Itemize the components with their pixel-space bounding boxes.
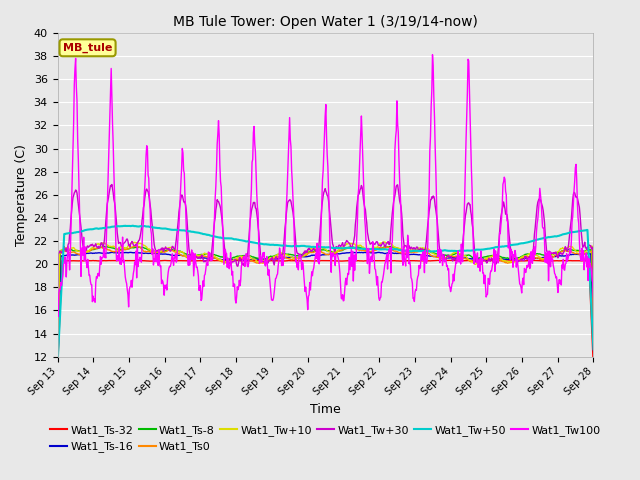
Wat1_Tw+10 xyxy=(380,239,387,245)
Wat1_Ts-16 xyxy=(396,251,403,256)
Line: Wat1_Tw+10: Wat1_Tw+10 xyxy=(58,242,593,374)
Line: Wat1_Ts0: Wat1_Ts0 xyxy=(58,246,593,375)
Wat1_Tw+50 xyxy=(516,241,524,247)
Line: Wat1_Tw100: Wat1_Tw100 xyxy=(58,55,593,316)
Wat1_Tw100 xyxy=(365,270,373,276)
Wat1_Tw+10 xyxy=(54,371,61,377)
Wat1_Tw+30 xyxy=(380,240,387,245)
Wat1_Tw+30 xyxy=(365,238,373,244)
Wat1_Tw+50 xyxy=(365,246,373,252)
Wat1_Ts0 xyxy=(365,249,373,255)
Line: Wat1_Tw+50: Wat1_Tw+50 xyxy=(58,226,593,365)
Line: Wat1_Ts-8: Wat1_Ts-8 xyxy=(58,247,593,373)
Line: Wat1_Ts-16: Wat1_Ts-16 xyxy=(58,252,593,376)
Wat1_Ts-32 xyxy=(395,258,403,264)
Wat1_Ts0 xyxy=(589,329,597,335)
Wat1_Ts-32 xyxy=(516,258,524,264)
Wat1_Tw+50 xyxy=(589,347,597,352)
Wat1_Tw+50 xyxy=(129,223,136,228)
Wat1_Tw100 xyxy=(380,272,387,277)
Wat1_Ts-32 xyxy=(54,367,61,373)
Wat1_Ts-8 xyxy=(86,248,94,253)
Wat1_Tw+10 xyxy=(516,256,524,262)
Wat1_Ts-8 xyxy=(379,245,387,251)
Wat1_Tw+50 xyxy=(461,248,468,253)
Wat1_Ts-32 xyxy=(86,258,94,264)
Wat1_Tw+50 xyxy=(86,227,94,232)
X-axis label: Time: Time xyxy=(310,403,341,416)
Wat1_Tw100 xyxy=(54,313,62,319)
Wat1_Tw+50 xyxy=(396,247,403,253)
Wat1_Ts-32 xyxy=(365,258,372,264)
Text: MB_tule: MB_tule xyxy=(63,43,112,53)
Wat1_Ts-8 xyxy=(365,246,372,252)
Wat1_Tw100 xyxy=(396,178,403,183)
Wat1_Tw+10 xyxy=(86,247,94,252)
Wat1_Ts-32 xyxy=(379,258,387,264)
Title: MB Tule Tower: Open Water 1 (3/19/14-now): MB Tule Tower: Open Water 1 (3/19/14-now… xyxy=(173,15,478,29)
Wat1_Ts-8 xyxy=(589,339,597,345)
Wat1_Ts-16 xyxy=(516,256,524,262)
Wat1_Tw+10 xyxy=(589,325,597,331)
Line: Wat1_Tw+30: Wat1_Tw+30 xyxy=(58,184,593,333)
Wat1_Ts-32 xyxy=(461,258,468,264)
Wat1_Ts-16 xyxy=(461,255,468,261)
Wat1_Tw+30 xyxy=(589,325,597,331)
Wat1_Tw+10 xyxy=(396,246,403,252)
Wat1_Tw+30 xyxy=(86,242,94,248)
Wat1_Tw100 xyxy=(429,52,436,58)
Wat1_Tw100 xyxy=(589,294,597,300)
Wat1_Ts-16 xyxy=(86,250,94,256)
Wat1_Ts0 xyxy=(461,255,468,261)
Wat1_Ts-16 xyxy=(108,250,116,255)
Wat1_Ts-16 xyxy=(54,373,61,379)
Wat1_Ts0 xyxy=(54,372,61,378)
Wat1_Ts0 xyxy=(86,248,94,253)
Wat1_Tw100 xyxy=(461,166,469,171)
Wat1_Tw+30 xyxy=(516,258,524,264)
Wat1_Ts-8 xyxy=(54,371,61,376)
Wat1_Tw+30 xyxy=(461,220,468,226)
Wat1_Tw100 xyxy=(54,309,61,314)
Wat1_Tw+10 xyxy=(365,246,372,252)
Wat1_Ts-16 xyxy=(365,250,373,255)
Wat1_Ts-8 xyxy=(516,255,524,261)
Wat1_Tw+30 xyxy=(396,198,403,204)
Wat1_Ts-8 xyxy=(396,247,403,252)
Wat1_Tw+50 xyxy=(380,246,387,252)
Wat1_Ts-32 xyxy=(589,367,597,373)
Wat1_Ts-8 xyxy=(387,244,395,250)
Legend: Wat1_Ts-32, Wat1_Ts-16, Wat1_Ts-8, Wat1_Ts0, Wat1_Tw+10, Wat1_Tw+30, Wat1_Tw+50,: Wat1_Ts-32, Wat1_Ts-16, Wat1_Ts-8, Wat1_… xyxy=(46,420,605,457)
Wat1_Ts-8 xyxy=(461,253,468,259)
Wat1_Tw100 xyxy=(87,282,95,288)
Wat1_Ts0 xyxy=(516,256,524,262)
Line: Wat1_Ts-32: Wat1_Ts-32 xyxy=(58,260,593,370)
Wat1_Ts0 xyxy=(396,250,403,256)
Wat1_Tw100 xyxy=(516,282,524,288)
Wat1_Ts0 xyxy=(380,245,387,251)
Wat1_Ts-32 xyxy=(436,257,444,263)
Wat1_Tw+10 xyxy=(379,240,387,245)
Wat1_Tw+10 xyxy=(461,253,468,259)
Wat1_Tw+30 xyxy=(108,181,116,187)
Wat1_Tw+30 xyxy=(54,330,61,336)
Wat1_Ts-16 xyxy=(380,250,387,256)
Wat1_Ts-16 xyxy=(589,348,597,353)
Wat1_Tw+50 xyxy=(54,362,61,368)
Wat1_Ts0 xyxy=(131,243,138,249)
Y-axis label: Temperature (C): Temperature (C) xyxy=(15,144,28,246)
